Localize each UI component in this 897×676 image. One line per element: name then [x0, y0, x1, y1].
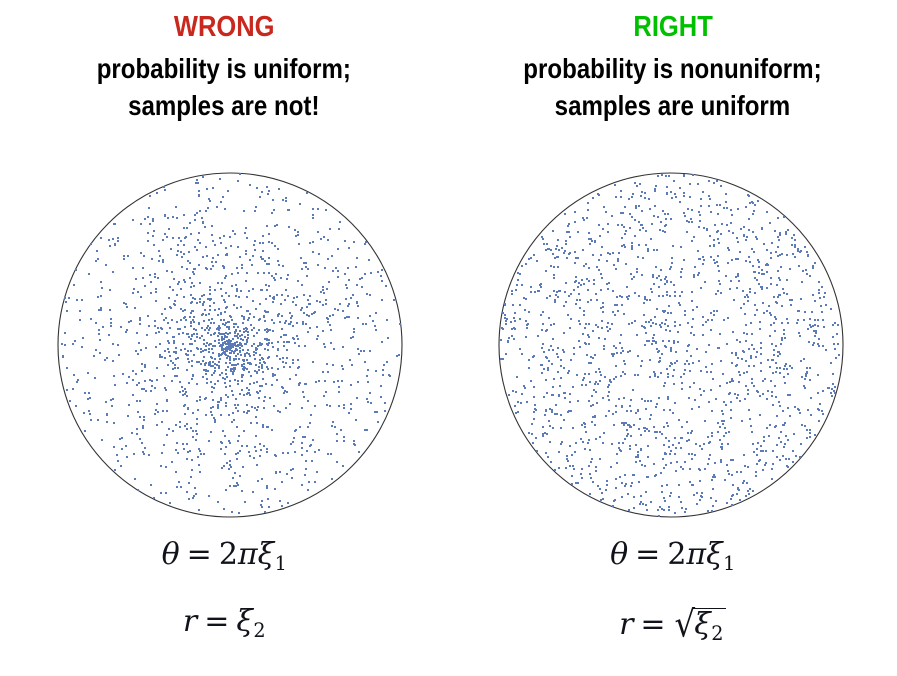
- scatter-plot-wrong: [57, 172, 403, 518]
- subtitle-line-2: samples are not!: [128, 89, 320, 121]
- formulas-wrong: θ = 2πξ1 r = ξ2: [0, 540, 449, 641]
- equals-sign: =: [204, 604, 230, 640]
- formula-r-right: r = √ξ2: [449, 603, 897, 646]
- xi-symbol: ξ: [236, 604, 253, 640]
- xi-symbol: ξ: [694, 607, 711, 643]
- scatter-svg: [57, 172, 403, 518]
- panel-right: RIGHT probability is nonuniform; samples…: [449, 0, 897, 676]
- theta-symbol: θ: [161, 537, 180, 572]
- disk-boundary-circle: [497, 172, 844, 518]
- coefficient-two: 2: [218, 537, 238, 572]
- formulas-right: θ = 2πξ1 r = √ξ2: [449, 540, 897, 644]
- theta-symbol: θ: [610, 537, 629, 572]
- r-symbol: r: [182, 604, 198, 640]
- subtitle-line-1: probability is nonuniform;: [523, 53, 822, 84]
- subtitle-line-1: probability is uniform;: [97, 53, 352, 84]
- scatter-points: [61, 173, 401, 514]
- pi-symbol: π: [686, 537, 707, 572]
- subtitle-line-2: samples are uniform: [554, 89, 791, 121]
- verdict-label-wrong: WRONG: [173, 11, 275, 43]
- scatter-plot-right: [497, 172, 844, 518]
- radicand: ξ2: [693, 607, 727, 646]
- equals-sign: =: [635, 537, 661, 572]
- xi-symbol: ξ: [257, 537, 275, 572]
- xi-symbol: ξ: [706, 537, 723, 572]
- coefficient-two: 2: [667, 537, 687, 572]
- radical-sign-icon: √: [674, 603, 696, 646]
- scatter-svg: [497, 172, 844, 518]
- square-root-group: √ξ2: [673, 603, 727, 646]
- formula-theta-wrong: θ = 2πξ1: [0, 537, 449, 576]
- disk-boundary-circle: [57, 172, 403, 518]
- subtitle-right: probability is nonuniform; samples are u…: [524, 51, 822, 125]
- xi-subscript: 1: [274, 552, 287, 576]
- xi-subscript: 2: [253, 619, 266, 643]
- equals-sign: =: [186, 537, 212, 572]
- panel-wrong: WRONG probability is uniform; samples ar…: [0, 11, 449, 641]
- formula-theta-right: θ = 2πξ1: [449, 537, 897, 576]
- pi-symbol: π: [237, 537, 258, 572]
- scatter-points: [499, 174, 840, 517]
- verdict-label-right: RIGHT: [633, 11, 713, 43]
- subtitle-wrong: probability is uniform; samples are not!: [97, 51, 351, 125]
- xi-subscript: 1: [723, 552, 736, 576]
- formula-r-wrong: r = ξ2: [0, 604, 449, 643]
- disk-canvas-right: [497, 172, 844, 518]
- xi-subscript: 2: [711, 622, 724, 646]
- r-symbol: r: [619, 607, 634, 643]
- equals-sign: =: [640, 607, 666, 643]
- disk-canvas-wrong: [57, 172, 403, 518]
